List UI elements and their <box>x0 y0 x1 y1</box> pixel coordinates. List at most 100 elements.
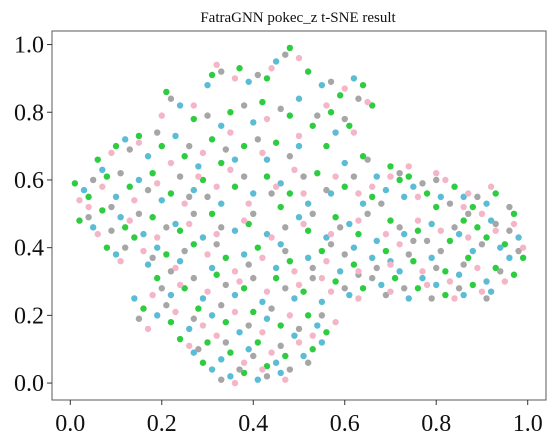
scatter-point-s0-98 <box>282 352 289 360</box>
scatter-point-s2-76 <box>218 302 225 309</box>
scatter-point-s2-86 <box>236 366 243 373</box>
scatter-point-s2-102 <box>437 247 444 255</box>
scatter-point-s2-35 <box>163 224 170 231</box>
scatter-point-s2-21 <box>204 193 211 201</box>
scatter-point-s2-67 <box>341 285 348 292</box>
scatter-point-s3-50 <box>492 227 499 234</box>
x-tick-label-0: 0.0 <box>55 411 85 437</box>
scatter-point-s1-11 <box>144 153 152 160</box>
scatter-point-s2-40 <box>309 210 316 218</box>
scatter-point-s0-44 <box>99 207 106 214</box>
scatter-point-s1-58 <box>396 268 403 275</box>
scatter-point-s2-81 <box>195 346 202 353</box>
scatter-point-s1-29 <box>410 183 417 190</box>
scatter-point-s3-44 <box>327 230 335 238</box>
scatter-point-s2-96 <box>108 203 115 211</box>
scatter-point-s0-40 <box>469 203 477 211</box>
scatter-point-s2-91 <box>396 169 403 177</box>
scatter-point-s1-82 <box>314 322 321 329</box>
scatter-point-s1-94 <box>373 173 380 180</box>
scatter-point-s3-40 <box>213 230 220 238</box>
scatter-point-s1-64 <box>199 295 207 302</box>
scatter-point-s0-53 <box>355 230 362 238</box>
scatter-point-s1-16 <box>295 142 303 150</box>
scatter-point-s0-39 <box>451 183 458 190</box>
scatter-point-s1-15 <box>263 156 271 163</box>
scatter-point-s0-63 <box>190 241 197 248</box>
scatter-point-s3-102 <box>396 241 403 248</box>
scatter-point-s2-74 <box>163 302 170 309</box>
scatter-point-s1-31 <box>460 193 467 201</box>
scatter-point-s1-43 <box>373 237 380 245</box>
scatter-point-s0-37 <box>396 176 403 184</box>
scatter-point-s2-90 <box>364 156 371 163</box>
scatter-point-s0-33 <box>286 190 294 197</box>
scatter-point-s0-6 <box>359 81 367 89</box>
scatter-point-s2-24 <box>300 173 307 180</box>
x-tick-label-1: 0.2 <box>147 411 177 437</box>
scatter-point-s2-70 <box>428 295 435 302</box>
scatter-point-s2-101 <box>410 237 417 245</box>
scatter-point-s0-45 <box>121 224 129 231</box>
scatter-point-s2-6 <box>204 112 211 119</box>
scatter-point-s3-81 <box>231 308 239 316</box>
scatter-point-s1-10 <box>121 136 129 143</box>
scatter-point-s1-12 <box>172 132 179 140</box>
scatter-point-s3-33 <box>442 176 449 184</box>
scatter-point-s0-42 <box>510 210 518 218</box>
scatter-point-s2-103 <box>186 193 193 201</box>
scatter-point-s0-49 <box>245 220 252 228</box>
scatter-point-s3-82 <box>259 329 266 336</box>
scatter-point-s0-81 <box>332 278 339 285</box>
scatter-point-s2-82 <box>222 339 230 346</box>
scatter-point-s1-77 <box>186 325 193 333</box>
scatter-point-s1-59 <box>428 254 435 262</box>
scatter-point-s0-31 <box>231 183 239 190</box>
scatter-point-s0-77 <box>213 271 220 278</box>
scatter-point-s2-28 <box>419 180 426 187</box>
scatter-point-s0-71 <box>442 268 449 275</box>
scatter-point-s3-90 <box>295 339 303 346</box>
scatter-point-s3-32 <box>414 193 422 201</box>
scatter-point-s3-24 <box>181 200 188 207</box>
scatter-point-s2-15 <box>254 136 262 143</box>
scatter-point-s0-99 <box>309 346 316 353</box>
scatter-point-s0-32 <box>263 173 271 180</box>
scatter-point-s2-57 <box>405 251 412 258</box>
scatter-point-s0-82 <box>359 285 367 292</box>
scatter-point-s1-24 <box>277 180 284 187</box>
scatter-point-s0-12 <box>286 112 294 119</box>
scatter-point-s2-9 <box>314 112 321 119</box>
scatter-point-s0-57 <box>474 224 481 231</box>
scatter-point-s2-10 <box>341 115 348 123</box>
scatter-point-s2-41 <box>336 224 344 231</box>
scatter-point-s1-57 <box>368 254 376 262</box>
scatter-point-s2-36 <box>190 210 197 218</box>
x-tick-label-2: 0.4 <box>238 411 268 437</box>
scatter-point-s2-25 <box>323 186 330 194</box>
scatter-point-s1-84 <box>218 356 225 363</box>
scatter-point-s3-21 <box>99 183 106 190</box>
scatter-points-layer <box>71 44 527 387</box>
scatter-point-s1-65 <box>231 291 239 299</box>
y-tick-label-3: 0.6 <box>14 168 44 194</box>
scatter-point-s2-95 <box>515 247 522 255</box>
scatter-point-s3-10 <box>295 132 303 140</box>
scatter-point-s0-103 <box>176 335 184 343</box>
scatter-point-s1-41 <box>323 234 330 241</box>
scatter-point-s2-61 <box>158 285 165 292</box>
scatter-point-s0-35 <box>341 183 348 190</box>
scatter-point-s2-27 <box>378 200 385 207</box>
scatter-point-s0-107 <box>405 173 412 180</box>
scatter-point-s0-87 <box>140 305 147 312</box>
scatter-point-s0-55 <box>414 227 422 234</box>
scatter-point-s2-46 <box>478 241 486 248</box>
scatter-point-s2-3 <box>327 78 335 85</box>
scatter-point-s2-97 <box>167 268 175 275</box>
scatter-point-s2-50 <box>181 247 188 255</box>
scatter-point-s1-100 <box>277 241 284 248</box>
scatter-point-s0-26 <box>103 173 111 180</box>
scatter-point-s1-8 <box>295 95 303 102</box>
scatter-point-s1-39 <box>263 230 271 238</box>
scatter-point-s3-61 <box>387 261 394 268</box>
